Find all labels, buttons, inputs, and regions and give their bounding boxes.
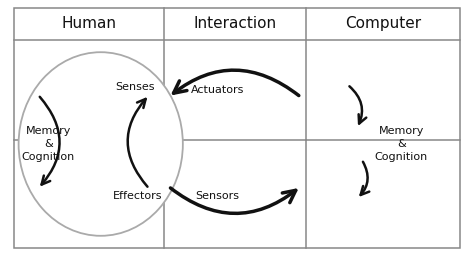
Text: Memory
&
Cognition: Memory & Cognition — [374, 126, 428, 162]
Text: Effectors: Effectors — [113, 191, 162, 201]
Text: Interaction: Interaction — [193, 16, 276, 31]
Text: Human: Human — [61, 16, 117, 31]
Text: Actuators: Actuators — [191, 84, 244, 95]
Ellipse shape — [18, 52, 183, 236]
Text: Computer: Computer — [345, 16, 421, 31]
Text: Senses: Senses — [115, 82, 155, 92]
Text: Memory
&
Cognition: Memory & Cognition — [22, 126, 75, 162]
Text: Sensors: Sensors — [196, 191, 239, 201]
